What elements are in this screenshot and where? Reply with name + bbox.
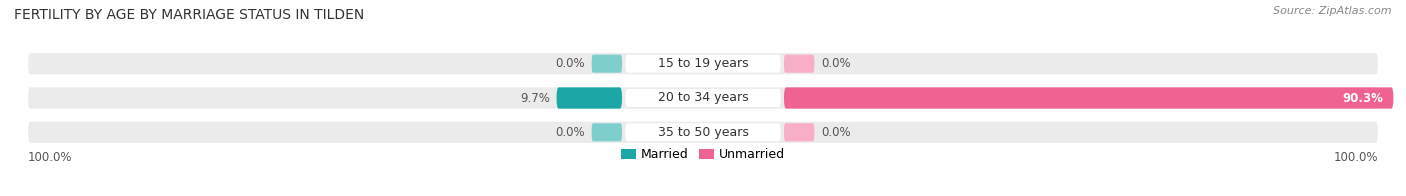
Text: 9.7%: 9.7% xyxy=(520,92,550,104)
Text: 0.0%: 0.0% xyxy=(821,126,851,139)
FancyBboxPatch shape xyxy=(28,53,1378,74)
Text: 100.0%: 100.0% xyxy=(1333,151,1378,164)
FancyBboxPatch shape xyxy=(626,89,780,107)
FancyBboxPatch shape xyxy=(592,55,621,73)
FancyBboxPatch shape xyxy=(28,87,1378,109)
FancyBboxPatch shape xyxy=(785,55,814,73)
FancyBboxPatch shape xyxy=(626,123,780,141)
Text: 0.0%: 0.0% xyxy=(555,57,585,70)
Text: 90.3%: 90.3% xyxy=(1343,92,1384,104)
Legend: Married, Unmarried: Married, Unmarried xyxy=(616,143,790,166)
FancyBboxPatch shape xyxy=(28,122,1378,143)
FancyBboxPatch shape xyxy=(592,123,621,141)
Text: Source: ZipAtlas.com: Source: ZipAtlas.com xyxy=(1274,6,1392,16)
Text: 15 to 19 years: 15 to 19 years xyxy=(658,57,748,70)
Text: FERTILITY BY AGE BY MARRIAGE STATUS IN TILDEN: FERTILITY BY AGE BY MARRIAGE STATUS IN T… xyxy=(14,8,364,22)
Text: 0.0%: 0.0% xyxy=(555,126,585,139)
Text: 20 to 34 years: 20 to 34 years xyxy=(658,92,748,104)
Text: 0.0%: 0.0% xyxy=(821,57,851,70)
FancyBboxPatch shape xyxy=(626,55,780,73)
Text: 35 to 50 years: 35 to 50 years xyxy=(658,126,748,139)
FancyBboxPatch shape xyxy=(785,123,814,141)
Text: 100.0%: 100.0% xyxy=(28,151,73,164)
FancyBboxPatch shape xyxy=(785,87,1393,109)
FancyBboxPatch shape xyxy=(557,87,621,109)
